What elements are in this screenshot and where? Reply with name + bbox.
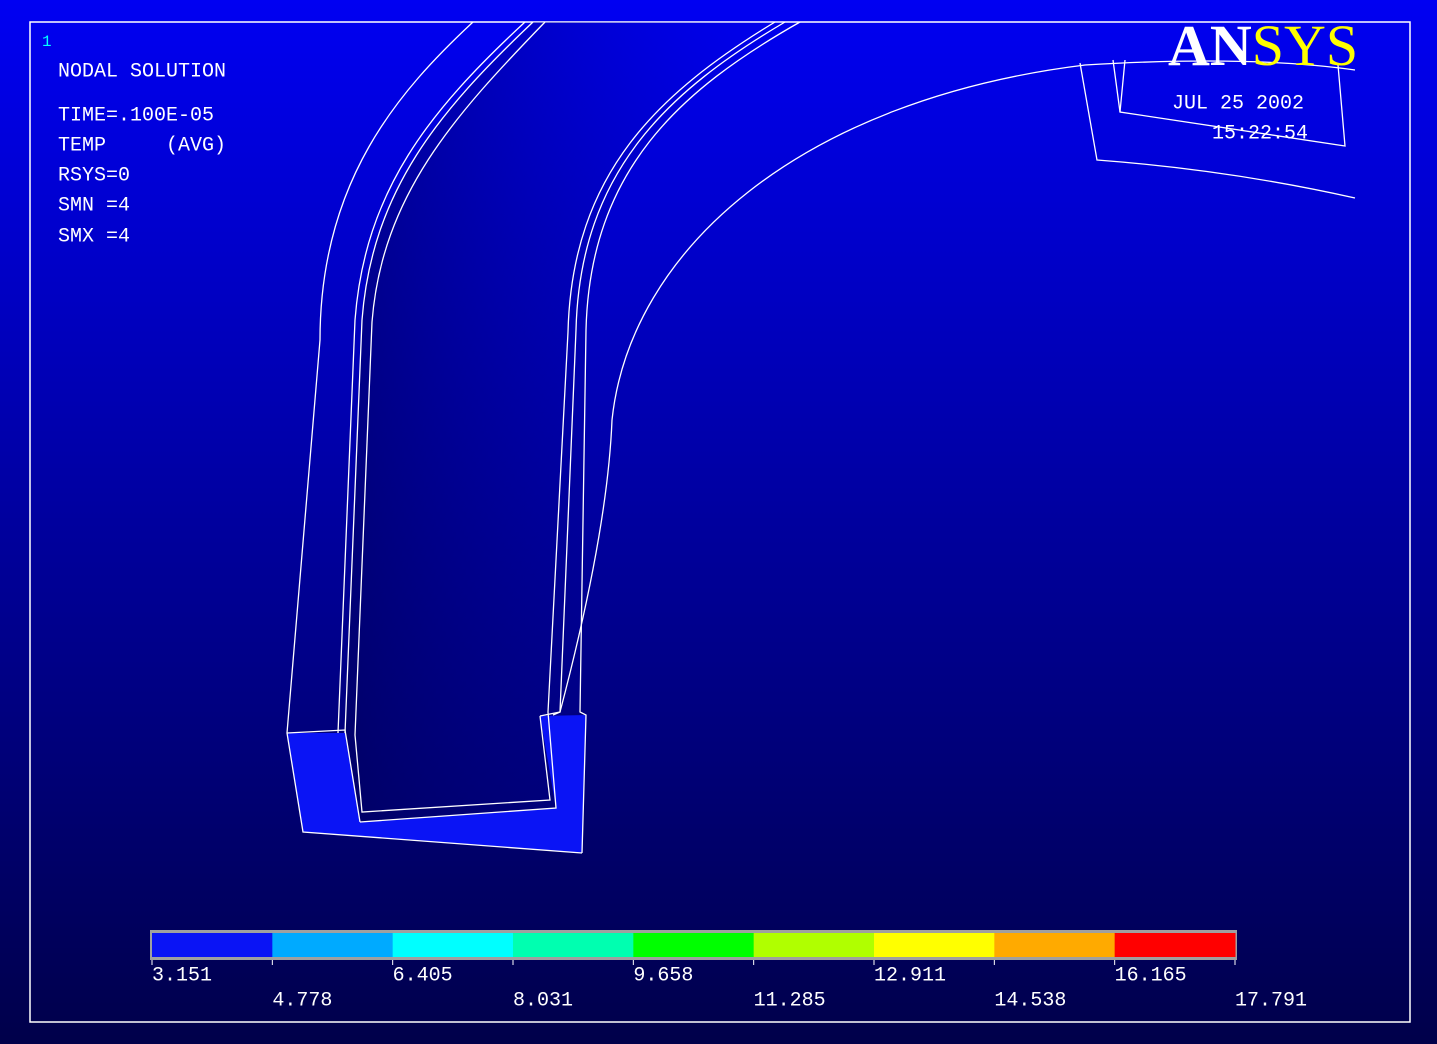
window-number: 1: [42, 33, 52, 51]
legend-label: 14.538: [994, 989, 1066, 1012]
logo-an: AN: [1168, 13, 1252, 78]
legend-label: 8.031: [513, 989, 573, 1012]
legend-label: 6.405: [393, 964, 453, 987]
logo-sys: SYS: [1252, 13, 1358, 78]
legend-swatch: [874, 933, 995, 957]
legend-swatch: [633, 933, 754, 957]
legend-label: 12.911: [874, 964, 946, 987]
legend-label: 9.658: [633, 964, 693, 987]
info-title: NODAL SOLUTION: [58, 60, 226, 83]
legend-label: 11.285: [754, 989, 826, 1012]
legend-swatch: [754, 933, 875, 957]
legend-label: 4.778: [272, 989, 332, 1012]
info-line: SMN =4: [58, 194, 130, 217]
info-line: SMX =4: [58, 225, 130, 248]
info-line: TEMP (AVG): [58, 134, 226, 157]
legend-swatch: [994, 933, 1115, 957]
legend-swatch: [393, 933, 514, 957]
legend-label: 3.151: [152, 964, 212, 987]
date: JUL 25 2002: [1172, 92, 1304, 115]
logo: ANSYS: [1168, 13, 1358, 78]
legend-label: 16.165: [1115, 964, 1187, 987]
info-line: TIME=.100E-05: [58, 104, 214, 127]
legend-label: 17.791: [1235, 989, 1307, 1012]
ansys-graphics-window: 1 NODAL SOLUTION TIME=.100E-05 TEMP (AVG)…: [0, 0, 1437, 1044]
legend-swatch: [1115, 933, 1236, 957]
time: 15:22:54: [1212, 122, 1308, 145]
info-line: RSYS=0: [58, 164, 130, 187]
legend-swatch: [272, 933, 393, 957]
legend-swatch: [152, 933, 273, 957]
legend-swatch: [513, 933, 634, 957]
